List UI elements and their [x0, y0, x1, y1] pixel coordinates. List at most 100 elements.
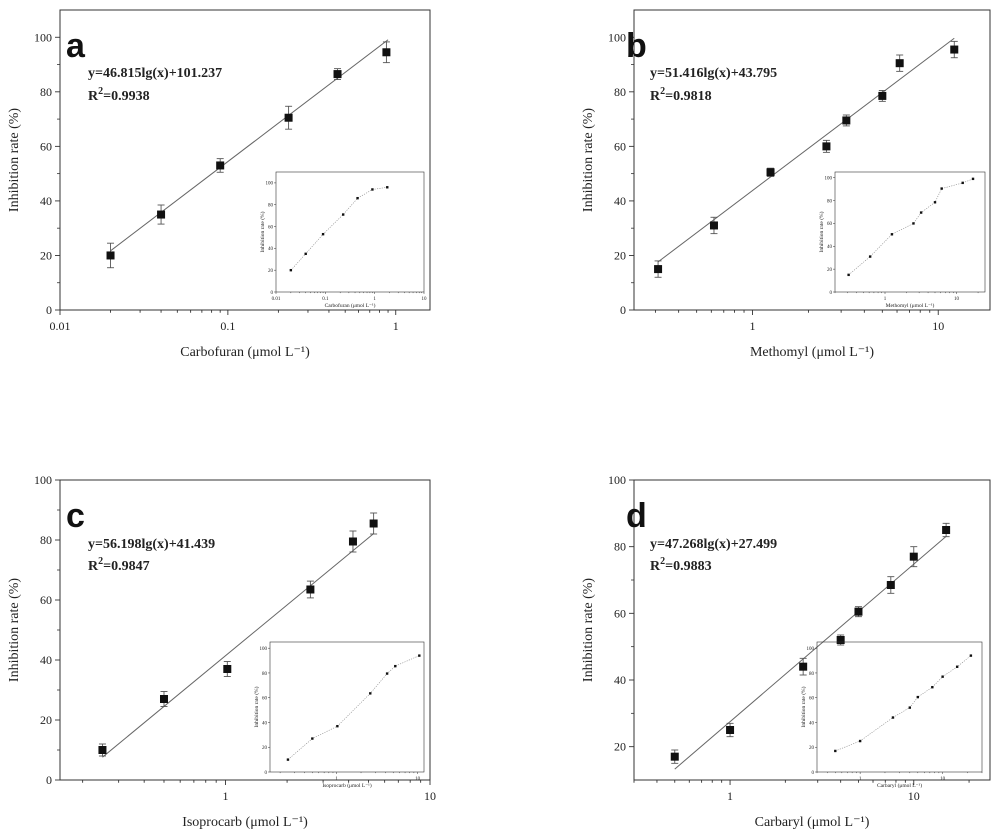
- inset-data-point: [834, 749, 837, 753]
- inset-data-point: [418, 654, 421, 657]
- inset-data-point: [868, 255, 872, 258]
- y-tick-label: 20: [614, 248, 626, 262]
- inset-data-point: [394, 664, 397, 668]
- y-tick-label: 40: [40, 653, 52, 667]
- r-squared-superscript: 2: [660, 556, 665, 567]
- inset-y-tick-label: 0: [265, 771, 268, 776]
- data-point: [670, 752, 679, 761]
- r-squared-symbol: R: [88, 559, 99, 574]
- data-point: [157, 210, 166, 219]
- data-point: [382, 48, 391, 57]
- x-axis-label: Isoprocarb (μmol L⁻¹): [182, 815, 308, 830]
- y-tick-label: 20: [40, 248, 52, 262]
- inset-y-tick-label: 80: [809, 672, 815, 677]
- y-tick-label: 80: [40, 85, 52, 99]
- x-tick-label: 1: [727, 789, 733, 803]
- data-point: [886, 581, 895, 589]
- y-tick-label: 100: [608, 30, 626, 44]
- x-axis-label: Carbaryl (μmol L⁻¹): [755, 815, 870, 830]
- data-point: [799, 662, 808, 671]
- inset-y-tick-label: 100: [807, 647, 815, 652]
- inset-data-point: [321, 232, 325, 236]
- fit-line: [110, 39, 389, 252]
- fit-line: [674, 535, 947, 770]
- data-point: [284, 113, 293, 122]
- y-tick-label: 0: [46, 773, 52, 787]
- inset-y-tick-label: 20: [262, 746, 268, 751]
- inset-y-tick-label: 80: [268, 204, 274, 209]
- data-point: [709, 221, 718, 230]
- inset-y-tick-label: 60: [827, 222, 833, 227]
- y-tick-label: 60: [40, 139, 52, 153]
- r-squared-value: =0.9883: [665, 559, 711, 574]
- inset-y-tick-label: 60: [809, 697, 815, 702]
- panel-letter: d: [626, 497, 647, 535]
- r-squared-superscript: 2: [660, 86, 665, 97]
- inset-y-tick-label: 40: [827, 245, 833, 250]
- x-axis-label: Carbofuran (μmol L⁻¹): [180, 345, 310, 360]
- r-squared: R2=0.9818: [650, 86, 712, 104]
- r-squared-symbol: R: [88, 89, 99, 104]
- r-squared-symbol: R: [650, 89, 661, 104]
- r-squared: R2=0.9883: [650, 556, 712, 574]
- inset-data-point: [931, 685, 934, 689]
- inset-data-point: [955, 665, 959, 668]
- r-squared: R2=0.9938: [88, 86, 150, 104]
- data-point: [369, 519, 378, 528]
- inset-plot-frame: [275, 171, 425, 293]
- inset-data-point: [286, 758, 290, 761]
- y-axis-label: Inhibition rate (%): [581, 108, 596, 213]
- inset-data-point: [336, 724, 339, 728]
- r-squared-superscript: 2: [98, 556, 103, 567]
- inset-curve: [287, 655, 420, 760]
- x-tick-label: 1: [393, 319, 399, 333]
- inset-plot-frame: [834, 171, 986, 293]
- data-point: [216, 161, 225, 170]
- inset-y-tick-label: 100: [825, 177, 833, 182]
- inset-data-point: [919, 211, 923, 214]
- data-point: [106, 251, 115, 260]
- inset-data-point: [890, 233, 894, 236]
- inset-data-point: [356, 196, 359, 200]
- y-tick-label: 100: [34, 30, 52, 44]
- y-tick-label: 60: [614, 606, 626, 620]
- inset-y-axis-label: Inhibition rate (%): [818, 211, 825, 252]
- inset-data-point: [311, 737, 314, 740]
- inset-x-tick-label: 10: [415, 777, 421, 782]
- inset-data-point: [386, 186, 389, 189]
- r-squared-symbol: R: [650, 559, 661, 574]
- x-tick-label: 10: [908, 789, 920, 803]
- x-tick-label: 1: [223, 789, 229, 803]
- data-point: [842, 116, 851, 125]
- y-tick-label: 0: [620, 303, 626, 317]
- inset-data-point: [369, 692, 372, 695]
- data-point: [822, 142, 831, 151]
- data-point: [159, 695, 168, 703]
- inset-x-axis-label: Carbofuran (μmol L⁻¹): [325, 302, 376, 309]
- inset-y-tick-label: 100: [266, 182, 274, 187]
- y-tick-label: 60: [614, 139, 626, 153]
- r-squared-value: =0.9818: [665, 89, 711, 104]
- inset-x-axis-label: Isoprocarb (μmol L⁻¹): [322, 782, 372, 789]
- data-point: [766, 168, 775, 177]
- inset-data-point: [385, 672, 389, 675]
- inset-y-tick-label: 80: [827, 199, 833, 204]
- y-axis-label: Inhibition rate (%): [7, 108, 22, 213]
- inset-data-point: [971, 177, 975, 181]
- data-point: [348, 537, 357, 546]
- x-axis-label: Methomyl (μmol L⁻¹): [750, 345, 874, 360]
- inset-y-tick-label: 40: [262, 721, 268, 726]
- inset-data-point: [940, 187, 943, 190]
- data-point: [909, 552, 918, 561]
- fit-equation: y=47.268lg(x)+27.499: [650, 537, 777, 552]
- inset-x-tick-label: 1: [859, 777, 862, 782]
- data-point: [836, 636, 845, 644]
- y-tick-label: 60: [40, 593, 52, 607]
